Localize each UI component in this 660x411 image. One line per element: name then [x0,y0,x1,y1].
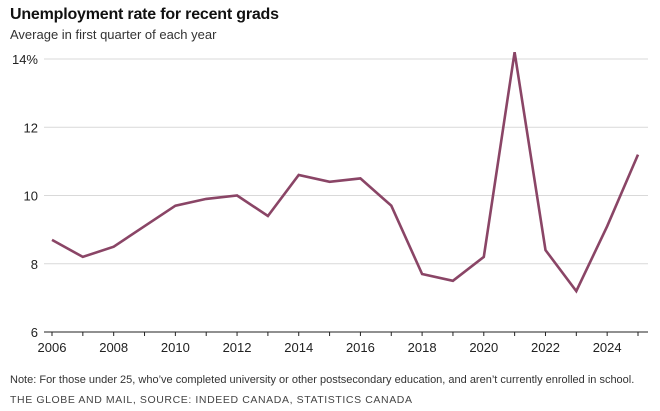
x-axis [44,331,648,336]
y-tick-label: 6 [31,325,38,340]
chart-source: THE GLOBE AND MAIL, SOURCE: INDEED CANAD… [10,394,413,406]
series-line [51,51,640,294]
x-tick-label: 2014 [284,340,313,355]
y-tick-label: 8 [31,257,38,272]
chart-subtitle: Average in first quarter of each year [10,27,217,42]
x-tick-labels: 2006 2008 2010 2012 2014 2016 2018 2020 2022 2024 [38,340,622,355]
y-tick-label: 10 [24,189,38,204]
x-tick-label: 2012 [223,340,252,355]
grid-lines [44,58,648,265]
y-tick-label: 14% [12,52,38,67]
x-tick-label: 2022 [531,340,560,355]
x-tick-label: 2010 [161,340,190,355]
x-tick-label: 2006 [38,340,67,355]
chart-title: Unemployment rate for recent grads [10,6,279,23]
y-tick-labels: 6 8 10 12 14% [12,52,38,340]
x-tick-label: 2020 [469,340,498,355]
y-tick-label: 12 [24,120,38,135]
series-layer [51,51,640,294]
chart-note: Note: For those under 25, who’ve complet… [10,374,635,386]
x-tick-label: 2008 [99,340,128,355]
x-tick-label: 2024 [593,340,622,355]
x-tick-label: 2018 [408,340,437,355]
x-tick-label: 2016 [346,340,375,355]
